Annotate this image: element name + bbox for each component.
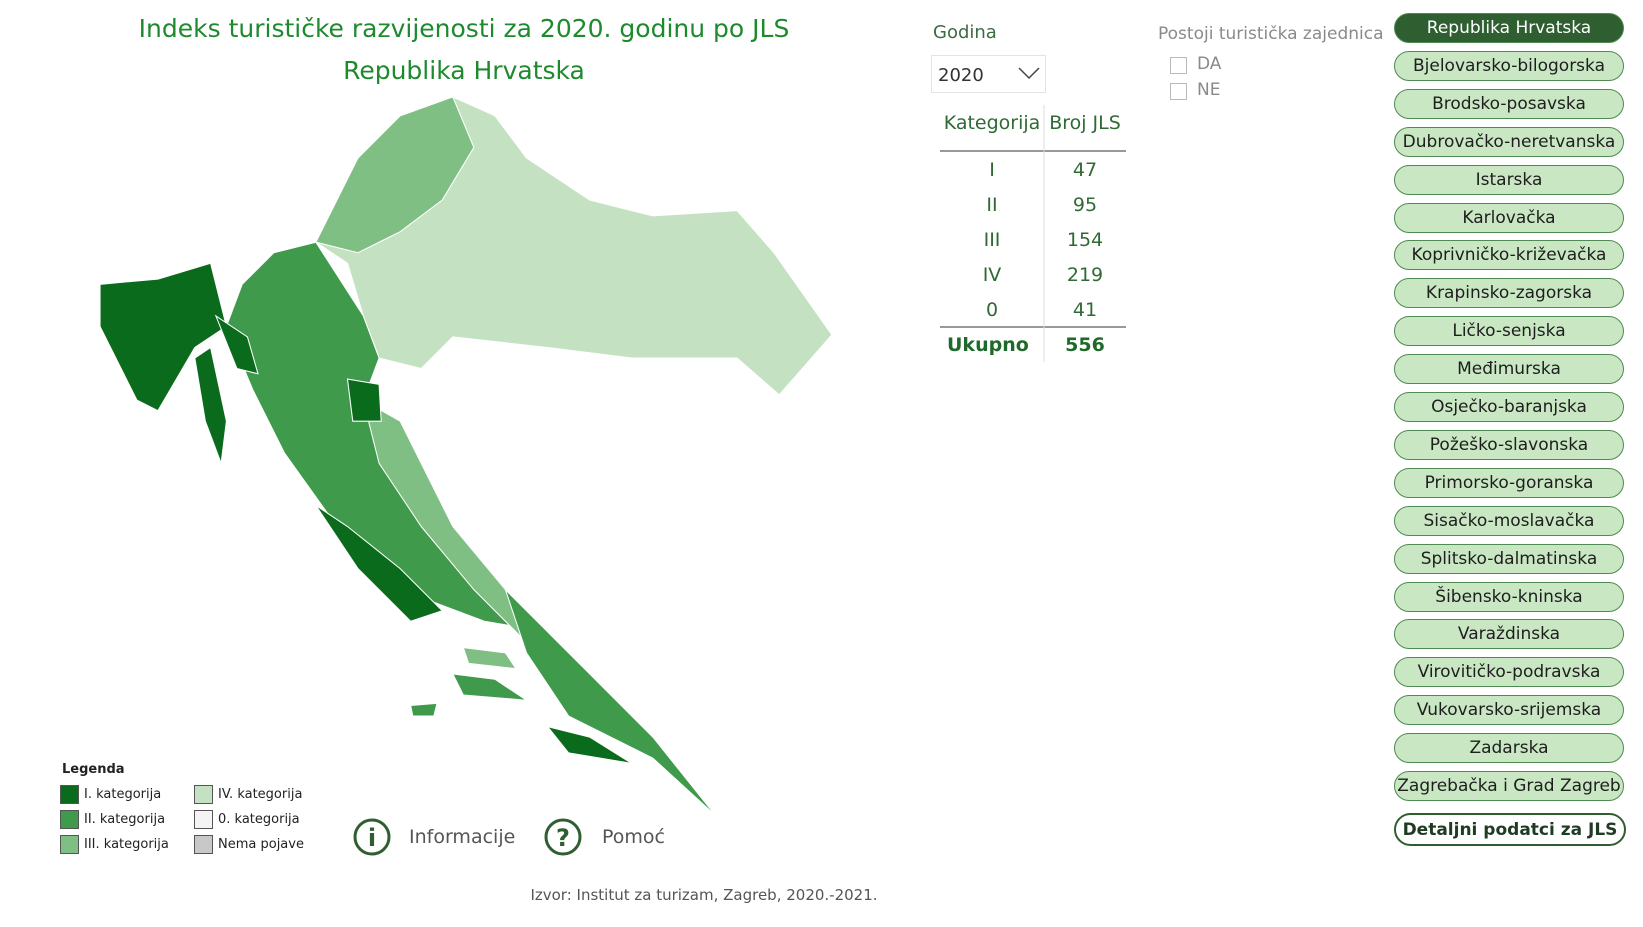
info-glyph: i (368, 824, 376, 852)
county-button[interactable]: Varaždinska (1394, 619, 1624, 650)
map-region (451, 673, 527, 701)
legend-swatch (60, 785, 79, 804)
map-region (315, 505, 444, 622)
table-cell: IV (982, 264, 1002, 286)
help-glyph: ? (556, 824, 570, 852)
title: Indeks turističke razvijenosti za 2020. … (138, 14, 790, 43)
table-cell: 95 (1072, 194, 1098, 216)
map-region (315, 96, 475, 254)
table-cell: 154 (1066, 229, 1104, 251)
detail-button[interactable]: Detaljni podatci za JLS (1394, 813, 1626, 846)
year-label: Godina (933, 22, 997, 43)
county-button[interactable]: Vukovarsko-srijemska (1394, 695, 1624, 726)
help-icon[interactable] (544, 818, 582, 856)
legend-swatch (60, 810, 79, 829)
legend-label: II. kategorija (84, 812, 166, 827)
county-button[interactable]: Međimurska (1394, 354, 1624, 385)
checkbox[interactable] (1170, 57, 1187, 74)
table-cell: 219 (1066, 264, 1104, 286)
county-button[interactable]: Splitsko-dalmatinska (1394, 543, 1624, 574)
county-button[interactable]: Dubrovačko-neretvanska (1394, 126, 1624, 157)
table-header: Broj JLS (1049, 112, 1121, 134)
legend-label: III. kategorija (84, 837, 169, 852)
table-cell: 47 (1072, 159, 1098, 181)
subtitle: Republika Hrvatska (343, 56, 585, 85)
legend-swatch (194, 835, 213, 854)
county-button[interactable]: Šibensko-kninska (1394, 581, 1624, 612)
county-button[interactable]: Istarska (1394, 164, 1624, 195)
county-button[interactable]: Koprivničko-križevačka (1394, 240, 1624, 271)
map-region (99, 262, 227, 412)
county-button[interactable]: Karlovačka (1394, 202, 1624, 233)
table-total: Ukupno (947, 334, 1029, 356)
legend-swatch (60, 835, 79, 854)
legend-swatch (194, 785, 213, 804)
legend-title: Legenda (62, 762, 125, 777)
county-button[interactable]: Primorsko-goranska (1394, 467, 1624, 498)
county-button[interactable]: Zagrebačka i Grad Zagreb (1394, 771, 1624, 801)
table-cell: III (983, 229, 1001, 251)
map-region (546, 725, 633, 764)
county-button[interactable]: Sisačko-moslavačka (1394, 505, 1624, 536)
source: Izvor: Institut za turizam, Zagreb, 2020… (530, 886, 878, 904)
year-dropdown[interactable]: 2020 (931, 55, 1046, 93)
county-button[interactable]: Bjelovarsko-bilogorska (1394, 50, 1624, 81)
county-button[interactable]: Virovitičko-podravska (1394, 657, 1624, 688)
county-button[interactable]: Krapinsko-zagorska (1394, 278, 1624, 309)
table-cell: 41 (1072, 299, 1098, 321)
checkbox-label[interactable]: DA (1197, 54, 1222, 74)
legend-label: IV. kategorija (218, 787, 303, 802)
map-region (346, 378, 382, 422)
dropdown-arrow (1018, 67, 1040, 80)
year-value: 2020 (938, 65, 984, 86)
checkbox[interactable] (1170, 83, 1187, 100)
county-button[interactable]: Osječko-baranjska (1394, 392, 1624, 422)
tz-label: Postoji turistička zajednica (1158, 24, 1384, 44)
table-cell: I (989, 159, 995, 181)
county-button[interactable]: Požeško-slavonska (1394, 429, 1624, 460)
map-region (214, 314, 259, 375)
info-icon[interactable] (353, 818, 391, 856)
legend-label: I. kategorija (84, 787, 162, 802)
county-button[interactable]: Zadarska (1394, 733, 1624, 764)
table-total: 556 (1065, 334, 1105, 356)
table-header: Kategorija (943, 112, 1041, 134)
map-region (504, 589, 717, 817)
county-button[interactable]: Ličko-senjska (1394, 316, 1624, 347)
legend-label: Nema pojave (218, 837, 304, 852)
table-cell: 0 (985, 299, 999, 321)
map-region (462, 646, 518, 670)
help-link[interactable]: Pomoć (602, 826, 665, 848)
map-region (194, 346, 227, 464)
legend-label: 0. kategorija (218, 812, 300, 827)
table-cell: II (986, 194, 998, 216)
checkbox-label[interactable]: NE (1197, 80, 1221, 100)
county-button[interactable]: Republika Hrvatska (1394, 13, 1624, 43)
info-link[interactable]: Informacije (409, 826, 516, 848)
map-region (410, 702, 438, 717)
county-button[interactable]: Brodsko-posavska (1394, 88, 1624, 119)
legend-swatch (194, 810, 213, 829)
